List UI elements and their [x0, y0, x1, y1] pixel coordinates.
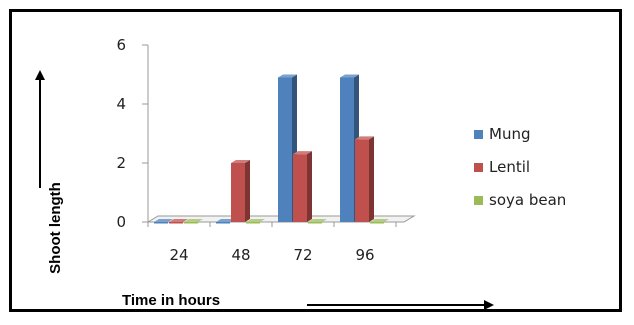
bar-soya-bean-96 [370, 219, 389, 224]
y-tick-label: 6 [116, 36, 126, 54]
bar-top [370, 219, 389, 222]
x-tick-label: 96 [355, 246, 374, 264]
bar-side [245, 160, 250, 222]
y-tick-label: 0 [116, 213, 126, 231]
bar-soya-bean-24 [184, 219, 203, 224]
legend-label: Mung [489, 125, 530, 143]
legend-label: Lentil [489, 158, 530, 176]
bar-top [308, 219, 327, 222]
bar-front [231, 163, 245, 222]
legend-label: soya bean [489, 191, 566, 209]
x-tick-label: 48 [231, 246, 250, 264]
bar-lentil-24 [169, 219, 188, 224]
bar-front [184, 222, 198, 224]
bar-front [169, 222, 183, 224]
bar-top [246, 219, 265, 222]
bar-front [246, 222, 260, 224]
bar-front [278, 77, 292, 222]
bar-lentil-72 [293, 151, 312, 222]
bar-side [307, 151, 312, 222]
bar-soya-bean-48 [246, 219, 265, 224]
bar-top [184, 219, 203, 222]
bar-front [216, 222, 230, 224]
x-tick-label: 24 [169, 246, 188, 264]
y-tick-label: 2 [116, 154, 126, 172]
bar-top [169, 219, 188, 222]
bars [154, 74, 389, 224]
bar-front [293, 154, 307, 222]
bar-front [340, 77, 354, 222]
y-tick-label: 4 [116, 95, 126, 113]
legend-swatch [474, 130, 483, 139]
bar-front [154, 222, 168, 224]
bar-lentil-48 [231, 160, 250, 222]
bar-soya-bean-72 [308, 219, 327, 224]
bar-side [369, 136, 374, 222]
bar-top [355, 136, 374, 140]
y-axis-label: Shoot length [47, 182, 64, 274]
x-axis-label: Time in hours [122, 292, 220, 309]
bar-front [308, 222, 322, 224]
bar-top [154, 219, 173, 222]
x-tick-label: 72 [293, 246, 312, 264]
bar-top [293, 151, 312, 155]
bar-top [278, 74, 297, 78]
bar-top [231, 160, 250, 163]
bar-top [340, 74, 359, 78]
legend: Mung Lentil soya bean [474, 125, 566, 209]
legend-swatch [474, 163, 483, 172]
bar-front [370, 222, 384, 224]
legend-swatch [474, 196, 483, 205]
bar-mung-48 [216, 219, 235, 224]
chart-frame [9, 9, 622, 312]
bar-front [355, 139, 369, 222]
bar-top [216, 219, 235, 222]
bar-mung-24 [154, 219, 173, 224]
bar-lentil-96 [355, 136, 374, 222]
